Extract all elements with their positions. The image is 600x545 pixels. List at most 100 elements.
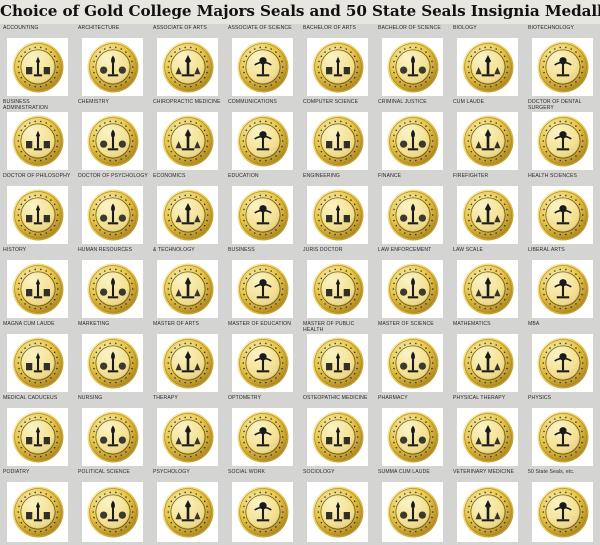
seal-cell[interactable]: SOCIOLOGY [300,468,375,542]
seal-cell[interactable]: PODIATRY [0,468,75,542]
seal-thumbnail[interactable] [157,186,218,244]
seal-thumbnail[interactable] [232,260,293,318]
seal-cell[interactable]: ECONOMICS [150,172,225,246]
seal-thumbnail[interactable] [382,260,443,318]
seal-cell[interactable]: ASSOCIATE OF SCIENCE [225,24,300,98]
seal-thumbnail[interactable] [307,482,368,542]
seal-thumbnail[interactable] [532,408,593,466]
seal-thumbnail[interactable] [82,334,143,392]
seal-thumbnail[interactable] [232,334,293,392]
seal-thumbnail[interactable] [232,186,293,244]
seal-cell[interactable]: ARCHITECTURE [75,24,150,98]
seal-thumbnail[interactable] [232,482,293,542]
seal-cell[interactable]: BIOTECHNOLOGY [525,24,600,98]
seal-cell[interactable]: HUMAN RESOURCES [75,246,150,320]
seal-thumbnail[interactable] [382,112,443,170]
seal-cell[interactable]: MEDICAL CADUCEUS [0,394,75,468]
seal-thumbnail[interactable] [457,260,518,318]
seal-cell[interactable]: DOCTOR OF PSYCHOLOGY [75,172,150,246]
seal-thumbnail[interactable] [382,186,443,244]
seal-thumbnail[interactable] [307,408,368,466]
seal-cell[interactable]: POLITICAL SCIENCE [75,468,150,542]
seal-thumbnail[interactable] [457,186,518,244]
seal-thumbnail[interactable] [82,408,143,466]
seal-cell[interactable]: MATHEMATICS [450,320,525,394]
seal-thumbnail[interactable] [157,112,218,170]
seal-cell[interactable]: COMMUNICATIONS [225,98,300,172]
seal-cell[interactable]: BUSINESS [225,246,300,320]
seal-cell[interactable]: PSYCHOLOGY [150,468,225,542]
seal-cell[interactable]: & TECHNOLOGY [150,246,225,320]
seal-cell[interactable]: MAGNA CUM LAUDE [0,320,75,394]
seal-thumbnail[interactable] [82,112,143,170]
seal-cell[interactable]: MASTER OF EDUCATION [225,320,300,394]
seal-cell[interactable]: 50 State Seals, etc. [525,468,600,542]
seal-thumbnail[interactable] [157,408,218,466]
seal-cell[interactable]: ACCOUNTING [0,24,75,98]
seal-cell[interactable]: PHYSICAL THERAPY [450,394,525,468]
seal-cell[interactable]: CHIROPRACTIC MEDICINE [150,98,225,172]
seal-thumbnail[interactable] [532,38,593,96]
seal-thumbnail[interactable] [7,112,68,170]
seal-thumbnail[interactable] [7,408,68,466]
seal-cell[interactable]: BACHELOR OF SCIENCE [375,24,450,98]
seal-thumbnail[interactable] [82,186,143,244]
seal-thumbnail[interactable] [307,186,368,244]
seal-cell[interactable]: HEALTH SCIENCES [525,172,600,246]
seal-cell[interactable]: MBA [525,320,600,394]
seal-thumbnail[interactable] [307,38,368,96]
seal-cell[interactable]: SOCIAL WORK [225,468,300,542]
seal-thumbnail[interactable] [82,260,143,318]
seal-cell[interactable]: LAW ENFORCEMENT [375,246,450,320]
seal-cell[interactable]: PHYSICS [525,394,600,468]
seal-thumbnail[interactable] [457,112,518,170]
seal-cell[interactable]: PHARMACY [375,394,450,468]
seal-thumbnail[interactable] [157,482,218,542]
seal-cell[interactable]: DOCTOR OF DENTAL SURGERY [525,98,600,172]
seal-thumbnail[interactable] [532,260,593,318]
seal-cell[interactable]: COMPUTER SCIENCE [300,98,375,172]
seal-thumbnail[interactable] [457,334,518,392]
seal-thumbnail[interactable] [7,260,68,318]
seal-thumbnail[interactable] [532,186,593,244]
seal-cell[interactable]: SUMMA CUM LAUDE [375,468,450,542]
seal-thumbnail[interactable] [157,38,218,96]
seal-thumbnail[interactable] [157,260,218,318]
seal-thumbnail[interactable] [7,482,68,542]
seal-cell[interactable]: MASTER OF ARTS [150,320,225,394]
seal-cell[interactable]: JURIS DOCTOR [300,246,375,320]
seal-thumbnail[interactable] [82,482,143,542]
seal-thumbnail[interactable] [307,260,368,318]
seal-thumbnail[interactable] [382,38,443,96]
seal-cell[interactable]: MASTER OF PUBLIC HEALTH [300,320,375,394]
seal-thumbnail[interactable] [457,408,518,466]
seal-cell[interactable]: ASSOCIATE OF ARTS [150,24,225,98]
seal-cell[interactable]: DOCTOR OF PHILOSOPHY [0,172,75,246]
seal-cell[interactable]: LIBERAL ARTS [525,246,600,320]
seal-cell[interactable]: BACHELOR OF ARTS [300,24,375,98]
seal-thumbnail[interactable] [532,482,593,542]
seal-cell[interactable]: FINANCE [375,172,450,246]
seal-thumbnail[interactable] [7,38,68,96]
seal-cell[interactable]: CUM LAUDE [450,98,525,172]
seal-cell[interactable]: ENGINEERING [300,172,375,246]
seal-thumbnail[interactable] [82,38,143,96]
seal-cell[interactable]: EDUCATION [225,172,300,246]
seal-thumbnail[interactable] [7,186,68,244]
seal-thumbnail[interactable] [232,408,293,466]
seal-cell[interactable]: BIOLOGY [450,24,525,98]
seal-thumbnail[interactable] [307,334,368,392]
seal-thumbnail[interactable] [157,334,218,392]
seal-thumbnail[interactable] [232,38,293,96]
seal-thumbnail[interactable] [7,334,68,392]
seal-cell[interactable]: MARKETING [75,320,150,394]
seal-cell[interactable]: CRIMINAL JUSTICE [375,98,450,172]
seal-thumbnail[interactable] [382,334,443,392]
seal-cell[interactable]: BUSINESS ADMINISTRATION [0,98,75,172]
seal-cell[interactable]: VETERINARY MEDICINE [450,468,525,542]
seal-thumbnail[interactable] [457,38,518,96]
seal-cell[interactable]: CHEMISTRY [75,98,150,172]
seal-cell[interactable]: OPTOMETRY [225,394,300,468]
seal-thumbnail[interactable] [382,482,443,542]
seal-thumbnail[interactable] [232,112,293,170]
